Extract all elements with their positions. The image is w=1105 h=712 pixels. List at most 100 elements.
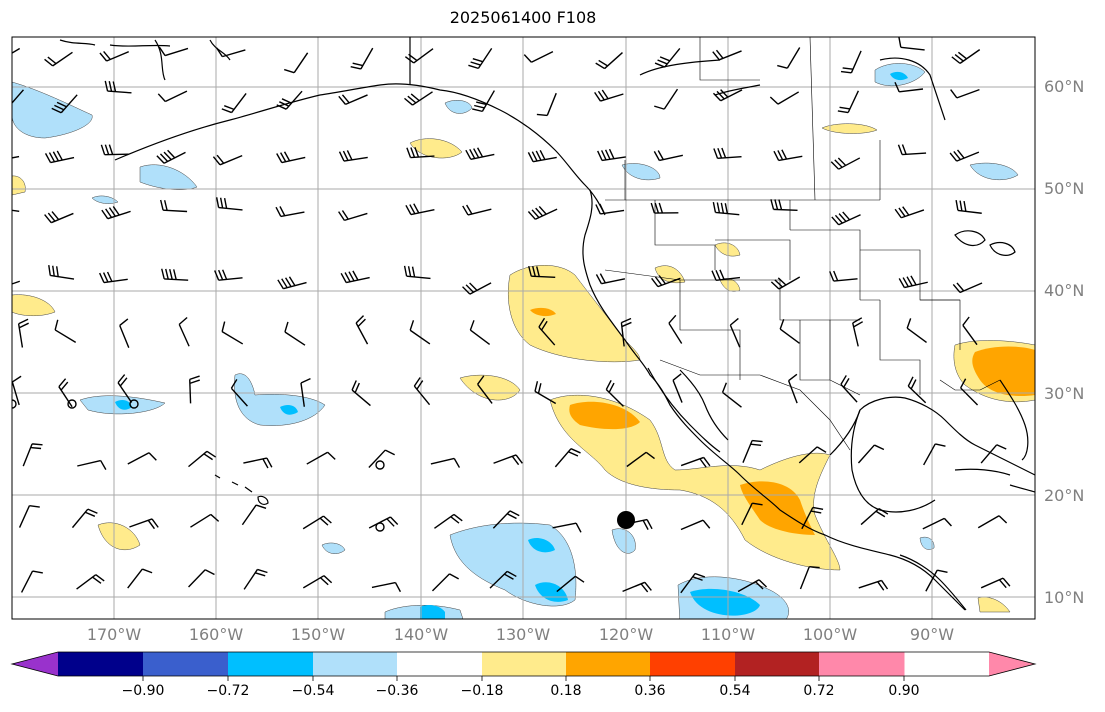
- wind-barb: [962, 316, 978, 346]
- wind-barb: [48, 265, 75, 280]
- colorbar-tick-label: 0.36: [634, 683, 666, 699]
- wind-barb: [852, 317, 864, 347]
- wind-barb: [595, 273, 626, 285]
- wind-barb: [906, 318, 927, 343]
- wind-barb: [594, 89, 624, 102]
- wind-barb: [840, 375, 858, 403]
- wind-barb: [230, 379, 248, 407]
- wind-barb: [243, 568, 268, 590]
- colorbar-tick-label: −0.54: [291, 683, 335, 699]
- wind-barb: [773, 149, 803, 162]
- wind-barb: [737, 579, 768, 593]
- wind-barb: [101, 206, 131, 220]
- wind-barb: [654, 88, 679, 110]
- wind-barb: [12, 280, 21, 290]
- colorbar-swatch: [143, 652, 229, 676]
- wind-barb: [680, 572, 706, 594]
- wind-barb: [898, 275, 928, 289]
- wind-barb: [22, 443, 43, 467]
- wind-barb: [923, 443, 946, 466]
- colorbar-swatch: [313, 652, 398, 676]
- wind-barb: [554, 448, 581, 468]
- wind-barb: [620, 317, 632, 347]
- wind-barb: [951, 49, 981, 64]
- wind-barb: [922, 517, 952, 530]
- wind-barb: [188, 569, 215, 588]
- wind-barb: [431, 573, 460, 592]
- wind-barb: [597, 148, 626, 162]
- lon-label-160w: 160°W: [188, 625, 244, 644]
- wind-barb: [472, 90, 495, 113]
- wind-barb: [275, 206, 305, 218]
- lon-label-110w: 110°W: [700, 625, 756, 644]
- wind-barb: [798, 446, 827, 464]
- wind-barb: [829, 270, 858, 282]
- wind-barb: [117, 374, 133, 403]
- wind-barb: [241, 504, 267, 526]
- wind-barb: [18, 504, 40, 528]
- lat-lon-grid: [12, 37, 1035, 619]
- wind-barb: [189, 375, 200, 404]
- wind-barb: [104, 80, 132, 94]
- wind-barb: [980, 444, 1007, 464]
- colorbar-swatch: [650, 652, 736, 676]
- wind-barb: [777, 47, 801, 69]
- wind-barb: [977, 515, 1008, 529]
- lon-label-150w: 150°W: [290, 625, 346, 644]
- lat-label-10n: 10°N: [1044, 588, 1085, 607]
- lat-label-30n: 30°N: [1044, 384, 1085, 403]
- wind-barb: [158, 46, 189, 57]
- wind-barb: [950, 88, 980, 99]
- wind-barb: [127, 452, 157, 465]
- wind-barb: [159, 199, 188, 213]
- wind-barbs: [12, 37, 1011, 594]
- lat-label-40n: 40°N: [1044, 281, 1085, 300]
- lat-label-60n: 60°N: [1044, 77, 1085, 96]
- wind-barb: [462, 204, 492, 216]
- lat-label-50n: 50°N: [1044, 179, 1085, 198]
- wind-barb: [58, 378, 73, 408]
- colorbar: [10, 651, 1037, 681]
- colorbar-swatch: [397, 652, 483, 676]
- wind-barb: [17, 318, 29, 348]
- wind-barb: [178, 316, 190, 347]
- wind-barb: [276, 90, 303, 110]
- wind-barb: [302, 515, 332, 530]
- wind-barb: [406, 147, 435, 159]
- wind-barb: [119, 318, 130, 348]
- wind-barb: [12, 207, 20, 213]
- wind-barb: [894, 206, 925, 219]
- wind-barb: [493, 454, 523, 466]
- coastlines: [59, 37, 1035, 611]
- wind-barb: [156, 149, 186, 164]
- lon-label-100w: 100°W: [802, 625, 858, 644]
- wind-barb: [221, 321, 244, 345]
- wind-barb: [215, 197, 243, 211]
- colorbar-tick-label: −0.72: [206, 683, 250, 699]
- wind-barb: [840, 50, 862, 74]
- wind-barb: [654, 47, 681, 68]
- wind-barb: [276, 151, 306, 164]
- wind-barb: [595, 52, 623, 70]
- lon-label-130w: 130°W: [495, 625, 551, 644]
- wind-barb: [188, 450, 217, 468]
- wind-barb: [787, 373, 798, 404]
- wind-barb: [605, 379, 624, 407]
- wind-barb: [925, 569, 948, 592]
- map-frame: [11, 36, 1036, 620]
- wind-barb: [595, 203, 625, 215]
- wind-barb: [99, 50, 129, 62]
- colorbar-swatch: [482, 652, 567, 676]
- wind-barb: [430, 457, 461, 468]
- wind-barb: [492, 510, 520, 529]
- political-borders: [604, 37, 1001, 451]
- wind-barb: [340, 270, 370, 284]
- wind-barb: [355, 315, 369, 345]
- wind-barb: [99, 271, 128, 284]
- wind-barb: [527, 205, 558, 220]
- wind-barb: [713, 147, 742, 160]
- wind-barb: [721, 382, 742, 408]
- wind-barb: [368, 449, 395, 469]
- wind-barb: [44, 150, 75, 164]
- wind-barb: [157, 90, 188, 103]
